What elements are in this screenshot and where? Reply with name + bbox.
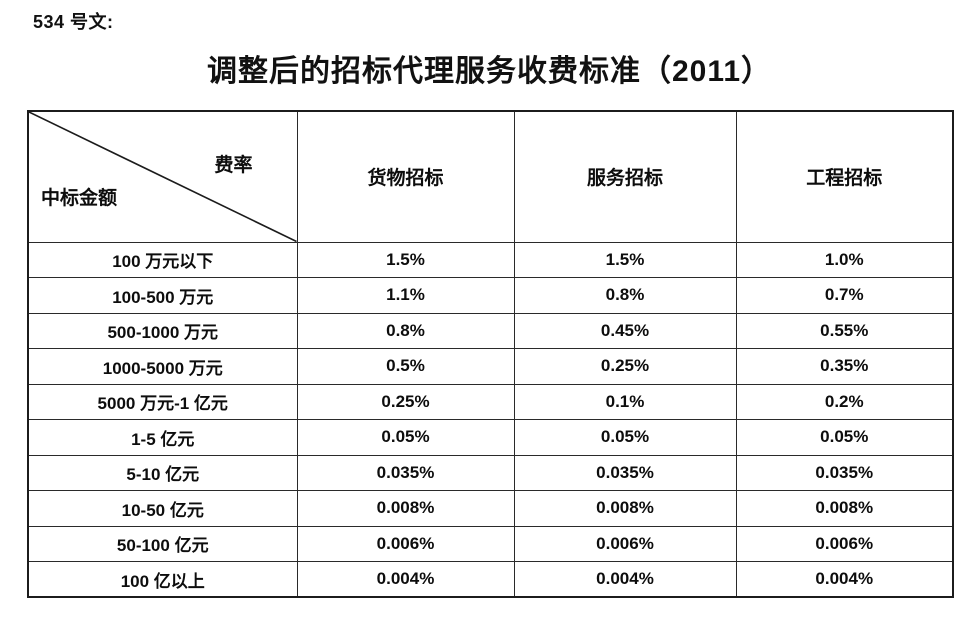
corner-header-cell: 费率 中标金额: [27, 110, 298, 243]
rate-cell: 0.8%: [296, 312, 515, 349]
rate-cell: 0.55%: [735, 312, 954, 349]
table-row: 100 万元以下 1.5% 1.5% 1.0%: [27, 241, 954, 278]
row-label-cell: 1000-5000 万元: [27, 348, 298, 385]
rate-cell: 0.05%: [296, 419, 515, 456]
row-label-cell: 1-5 亿元: [27, 419, 298, 456]
row-label-cell: 100 万元以下: [27, 241, 298, 278]
rate-cell: 0.05%: [513, 419, 737, 456]
row-label-cell: 10-50 亿元: [27, 490, 298, 527]
row-label-cell: 5000 万元-1 亿元: [27, 383, 298, 420]
rate-cell: 0.1%: [513, 383, 737, 420]
rate-cell: 0.05%: [735, 419, 954, 456]
page-title: 调整后的招标代理服务收费标准（2011）: [206, 55, 773, 88]
row-label-cell: 100-500 万元: [27, 277, 298, 314]
column-header-services: 服务招标: [513, 110, 737, 243]
rate-cell: 0.008%: [513, 490, 737, 527]
row-label-cell: 100 亿以上: [27, 561, 298, 598]
row-label-cell: 500-1000 万元: [27, 312, 298, 349]
table-row: 5-10 亿元 0.035% 0.035% 0.035%: [27, 454, 954, 491]
corner-label-rate: 费率: [214, 155, 253, 176]
rate-cell: 1.0%: [735, 241, 954, 278]
table-row: 100 亿以上 0.004% 0.004% 0.004%: [27, 561, 954, 598]
corner-label-amount: 中标金额: [41, 187, 118, 209]
rate-cell: 0.035%: [735, 454, 954, 491]
column-header-goods: 货物招标: [296, 110, 515, 243]
fee-table: 费率 中标金额 货物招标 服务招标 工程招标 100 万元以下 1.5% 1.5…: [27, 110, 954, 598]
table-row: 500-1000 万元 0.8% 0.45% 0.55%: [27, 312, 954, 349]
rate-cell: 0.004%: [735, 561, 954, 598]
rate-cell: 1.5%: [296, 241, 515, 278]
rate-cell: 0.008%: [735, 490, 954, 527]
rate-cell: 0.35%: [735, 348, 954, 385]
rate-cell: 0.035%: [513, 454, 737, 491]
row-label-cell: 5-10 亿元: [27, 454, 298, 491]
rate-cell: 0.25%: [513, 348, 737, 385]
table-row: 1-5 亿元 0.05% 0.05% 0.05%: [27, 419, 954, 456]
rate-cell: 0.25%: [296, 383, 515, 420]
diagonal-divider-line: [29, 112, 297, 242]
rate-cell: 1.1%: [296, 277, 515, 314]
table-row: 1000-5000 万元 0.5% 0.25% 0.35%: [27, 348, 954, 385]
rate-cell: 0.008%: [296, 490, 515, 527]
table-header-row: 费率 中标金额 货物招标 服务招标 工程招标: [27, 110, 954, 243]
table-row: 5000 万元-1 亿元 0.25% 0.1% 0.2%: [27, 383, 954, 420]
table-row: 100-500 万元 1.1% 0.8% 0.7%: [27, 277, 954, 314]
rate-cell: 0.035%: [296, 454, 515, 491]
row-label-cell: 50-100 亿元: [27, 525, 298, 562]
table-row: 50-100 亿元 0.006% 0.006% 0.006%: [27, 525, 954, 562]
rate-cell: 0.45%: [513, 312, 737, 349]
rate-cell: 0.2%: [735, 383, 954, 420]
rate-cell: 0.7%: [735, 277, 954, 314]
rate-cell: 0.5%: [296, 348, 515, 385]
rate-cell: 0.006%: [296, 525, 515, 562]
column-header-engineering: 工程招标: [735, 110, 954, 243]
rate-cell: 1.5%: [513, 241, 737, 278]
rate-cell: 0.006%: [735, 525, 954, 562]
rate-cell: 0.004%: [296, 561, 515, 598]
table-row: 10-50 亿元 0.008% 0.008% 0.008%: [27, 490, 954, 527]
doc-number-label: 534 号文:: [33, 12, 114, 32]
rate-cell: 0.004%: [513, 561, 737, 598]
rate-cell: 0.8%: [513, 277, 737, 314]
rate-cell: 0.006%: [513, 525, 737, 562]
